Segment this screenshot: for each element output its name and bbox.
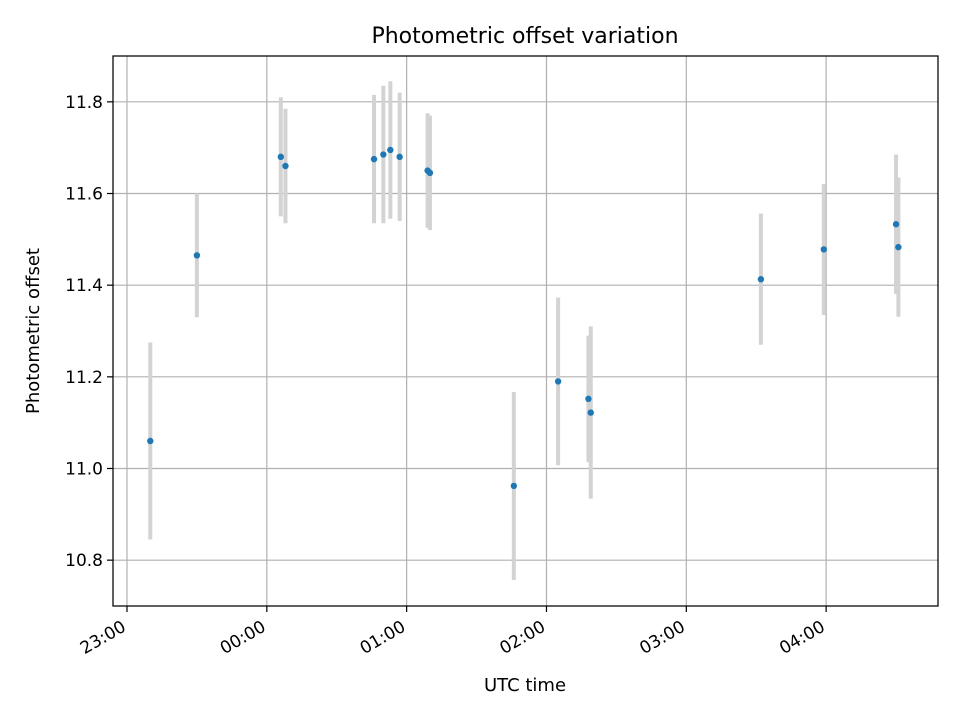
x-axis-label: UTC time <box>484 675 566 696</box>
y-axis-label: Photometric offset <box>23 248 44 414</box>
data-point <box>380 151 387 158</box>
y-tick-label: 11.6 <box>65 185 103 205</box>
data-point <box>426 169 434 177</box>
data-point <box>892 221 900 228</box>
data-point <box>147 437 154 445</box>
data-point <box>510 482 518 490</box>
y-axis-ticks: 10.8 11.0 11.2 11.4 11.6 11.8 <box>65 93 113 571</box>
data-point <box>282 162 289 170</box>
data-point <box>554 378 562 385</box>
data-point <box>820 246 828 253</box>
y-tick-label: 11.0 <box>65 460 103 480</box>
y-tick-label: 11.2 <box>65 368 103 388</box>
data-points <box>147 146 902 490</box>
data-point <box>587 409 594 416</box>
data-point <box>387 146 394 154</box>
plot-frame <box>112 55 939 607</box>
y-tick-label: 11.8 <box>65 93 103 113</box>
data-point <box>757 276 765 283</box>
chart-title: Photometric offset variation <box>371 24 678 49</box>
data-point <box>193 252 201 259</box>
data-point <box>370 155 378 163</box>
data-point <box>277 153 284 161</box>
data-point <box>396 153 403 161</box>
data-point <box>895 243 902 251</box>
y-tick-label: 11.4 <box>65 276 103 296</box>
data-point <box>585 395 592 403</box>
y-tick-label: 10.8 <box>65 551 103 571</box>
grid <box>113 56 938 606</box>
